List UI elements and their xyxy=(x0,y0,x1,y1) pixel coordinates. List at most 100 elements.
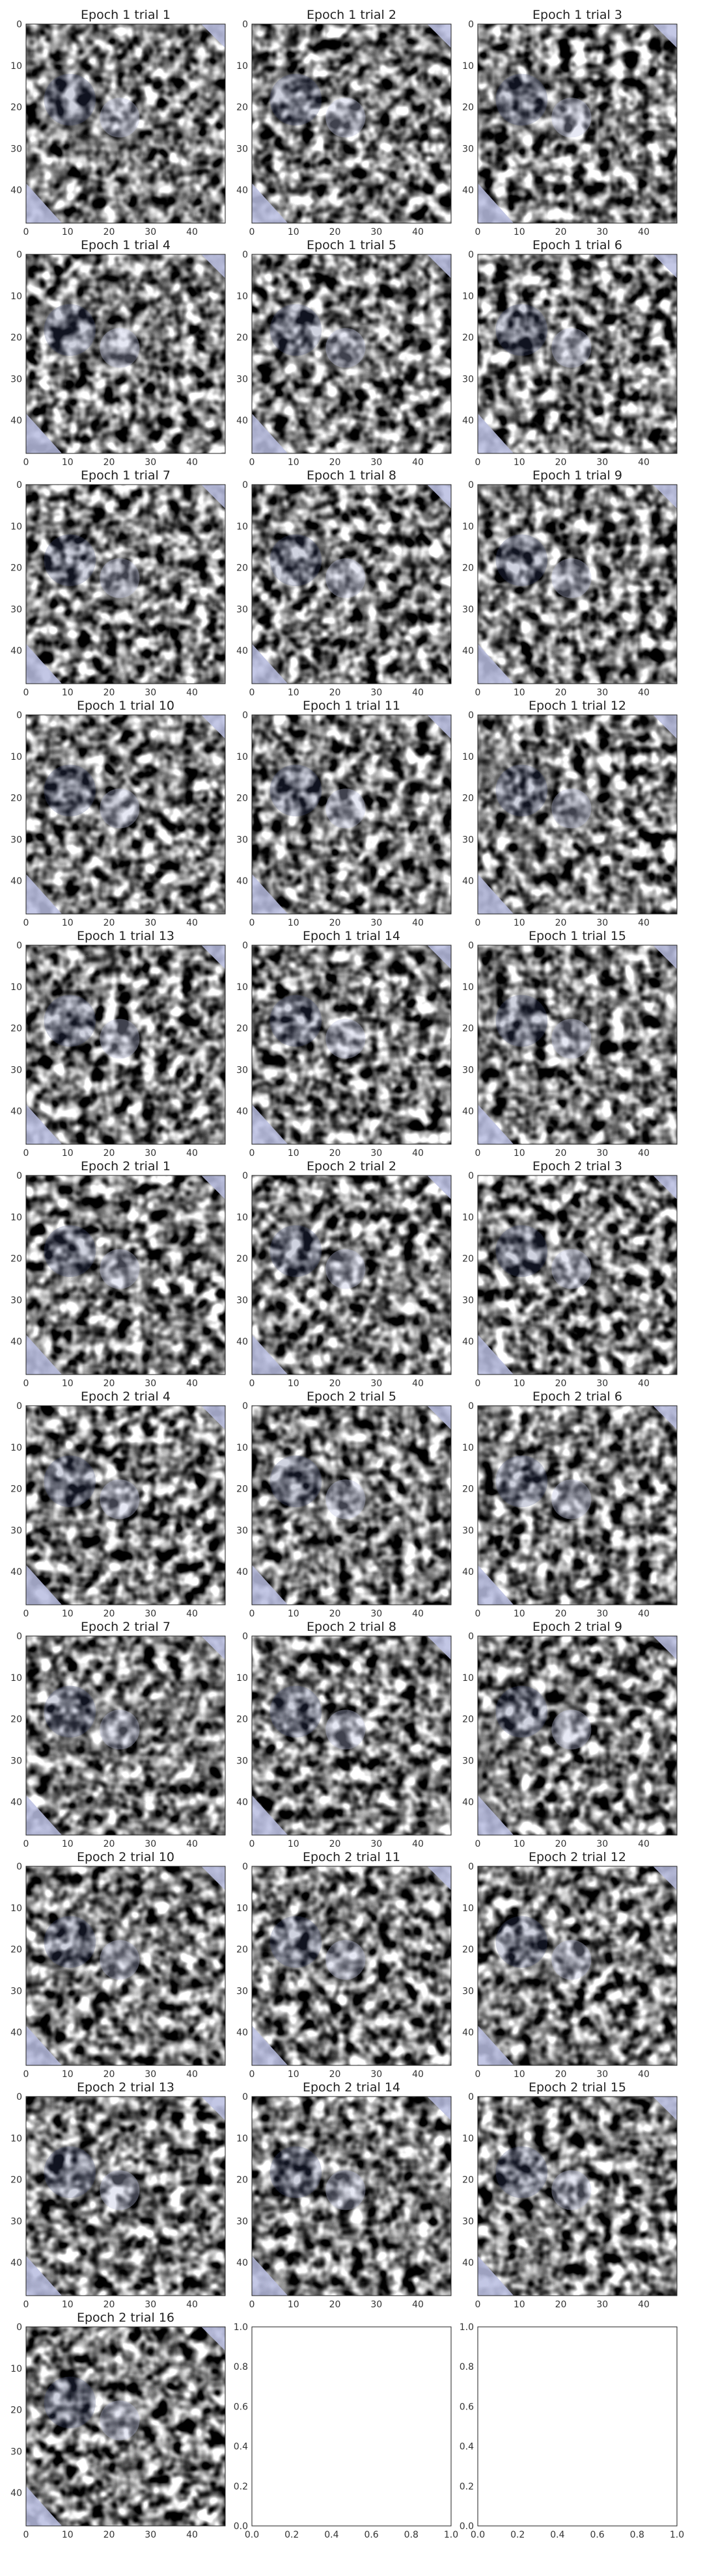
image-x-tick-label: 40 xyxy=(638,1148,650,1159)
image-x-tick-label: 40 xyxy=(186,1609,198,1619)
image-x-tick-label: 0 xyxy=(23,2069,29,2080)
image-y-tick-label: 0 xyxy=(16,2092,22,2102)
overlay-corner-top-right xyxy=(427,1406,451,1430)
image-y-tick-label: 30 xyxy=(462,2216,474,2227)
image-y-tick-label: 20 xyxy=(236,1715,248,1725)
overlay-left xyxy=(44,764,96,817)
image-y-tick-label: 10 xyxy=(462,1443,474,1453)
empty-x-tick-label: 0.6 xyxy=(364,2530,378,2540)
panel-frame xyxy=(25,2326,226,2527)
image-y-tick-label: 0 xyxy=(242,250,248,260)
overlay-corner-bottom-left xyxy=(252,183,288,223)
image-y-tick-label: 30 xyxy=(10,374,22,384)
image-y-tick-label: 30 xyxy=(10,1756,22,1766)
image-panel: Epoch 2 trial 3 0 10 20 30 40 0 10 20 30 40 xyxy=(462,1159,678,1389)
overlay-center xyxy=(100,1019,140,1059)
image-x-tick-label: 10 xyxy=(288,688,299,698)
image-y-tick-label: 10 xyxy=(10,1673,22,1684)
image-x-tick-label: 40 xyxy=(186,1148,198,1159)
image-x-tick-label: 0 xyxy=(249,1148,255,1159)
image-x-tick-label: 20 xyxy=(555,688,567,698)
image-x-tick-label: 40 xyxy=(186,918,198,928)
image-y-tick-label: 40 xyxy=(236,185,248,196)
image-x-tick-label: 10 xyxy=(514,227,525,237)
heatmap-image xyxy=(252,254,451,453)
panel-frame xyxy=(251,2326,452,2527)
panel-title: Epoch 1 trial 2 xyxy=(307,8,396,22)
image-x-tick-label: 10 xyxy=(62,918,74,928)
image-y-tick-label: 30 xyxy=(236,1986,248,1996)
image-panel: Epoch 2 trial 12 0 10 20 30 40 0 10 20 30 40 xyxy=(462,1850,678,2080)
image-x-tick-label: 30 xyxy=(370,2300,382,2310)
image-y-tick-label: 0 xyxy=(242,2092,248,2102)
empty-y-tick-label: 0.4 xyxy=(460,2442,474,2452)
overlay-corner-top-right xyxy=(427,24,451,48)
overlay-corner-top-right xyxy=(201,1866,225,1890)
image-y-tick-label: 40 xyxy=(10,2488,22,2499)
image-x-tick-label: 0 xyxy=(249,1609,255,1619)
image-y-tick-label: 10 xyxy=(236,522,248,532)
overlay-corner-top-right xyxy=(653,715,677,739)
image-x-tick-label: 20 xyxy=(103,2069,115,2080)
overlay-center xyxy=(100,2400,140,2441)
image-y-tick-label: 20 xyxy=(236,103,248,113)
image-x-tick-label: 20 xyxy=(103,227,115,237)
image-x-tick-label: 10 xyxy=(514,2069,525,2080)
overlay-left xyxy=(269,1455,322,1508)
image-y-tick-label: 30 xyxy=(10,1295,22,1306)
overlay-corner-bottom-left xyxy=(478,1795,514,1835)
overlay-left xyxy=(269,1916,322,1968)
image-y-tick-label: 0 xyxy=(242,1631,248,1642)
overlay-center xyxy=(551,788,592,829)
image-panel: Epoch 2 trial 5 0 10 20 30 40 0 10 20 30 40 xyxy=(236,1389,452,1619)
image-x-tick-label: 0 xyxy=(23,227,29,237)
image-x-tick-label: 30 xyxy=(596,1148,608,1159)
image-y-tick-label: 0 xyxy=(16,250,22,260)
overlay-corner-bottom-left xyxy=(26,874,62,914)
image-x-tick-label: 10 xyxy=(514,457,525,468)
image-y-tick-label: 30 xyxy=(236,1295,248,1306)
image-x-tick-label: 10 xyxy=(288,1839,299,1849)
image-y-tick-label: 20 xyxy=(236,2175,248,2186)
image-x-tick-label: 40 xyxy=(412,2069,424,2080)
overlay-center xyxy=(100,328,140,368)
image-x-tick-label: 40 xyxy=(186,457,198,468)
image-panel: Epoch 2 trial 4 0 10 20 30 40 0 10 20 30 40 xyxy=(10,1389,226,1619)
panel-frame xyxy=(477,1175,678,1375)
overlay-center xyxy=(100,1249,140,1289)
image-panel: Epoch 2 trial 15 0 10 20 30 40 0 10 20 30 40 xyxy=(462,2080,678,2310)
panel-frame xyxy=(251,714,452,915)
image-y-tick-label: 40 xyxy=(236,2258,248,2268)
empty-y-tick-label: 0.6 xyxy=(460,2402,474,2412)
image-y-tick-label: 10 xyxy=(10,61,22,72)
image-x-tick-label: 0 xyxy=(475,918,481,928)
image-y-tick-label: 30 xyxy=(462,1986,474,1996)
image-panel: Epoch 2 trial 8 0 10 20 30 40 0 10 20 30 40 xyxy=(236,1620,452,1849)
panel-frame xyxy=(25,1866,226,2066)
overlay-center xyxy=(325,328,366,368)
image-y-tick-label: 30 xyxy=(236,374,248,384)
image-x-tick-label: 20 xyxy=(329,2300,341,2310)
image-x-tick-label: 30 xyxy=(596,918,608,928)
image-y-tick-label: 20 xyxy=(236,1484,248,1495)
image-y-tick-label: 0 xyxy=(242,20,248,30)
overlay-corner-bottom-left xyxy=(26,2486,62,2526)
image-y-tick-label: 10 xyxy=(462,61,474,72)
image-y-tick-label: 20 xyxy=(10,2406,22,2416)
empty-x-tick-label: 0.4 xyxy=(324,2530,338,2540)
image-y-tick-label: 20 xyxy=(10,103,22,113)
heatmap-image xyxy=(478,254,677,453)
image-y-tick-label: 10 xyxy=(236,1443,248,1453)
image-x-tick-label: 20 xyxy=(329,918,341,928)
panel-title: Epoch 1 trial 4 xyxy=(81,238,171,252)
image-y-tick-label: 10 xyxy=(236,1213,248,1223)
image-x-tick-label: 10 xyxy=(288,1378,299,1389)
image-x-tick-label: 30 xyxy=(145,688,156,698)
overlay-corner-bottom-left xyxy=(26,1564,62,1605)
empty-x-tick-label: 0.6 xyxy=(590,2530,604,2540)
empty-y-tick-label: 0.8 xyxy=(234,2362,248,2372)
image-y-tick-label: 10 xyxy=(10,291,22,302)
image-x-tick-label: 10 xyxy=(288,227,299,237)
overlay-center xyxy=(100,558,140,598)
image-y-tick-label: 40 xyxy=(10,185,22,196)
